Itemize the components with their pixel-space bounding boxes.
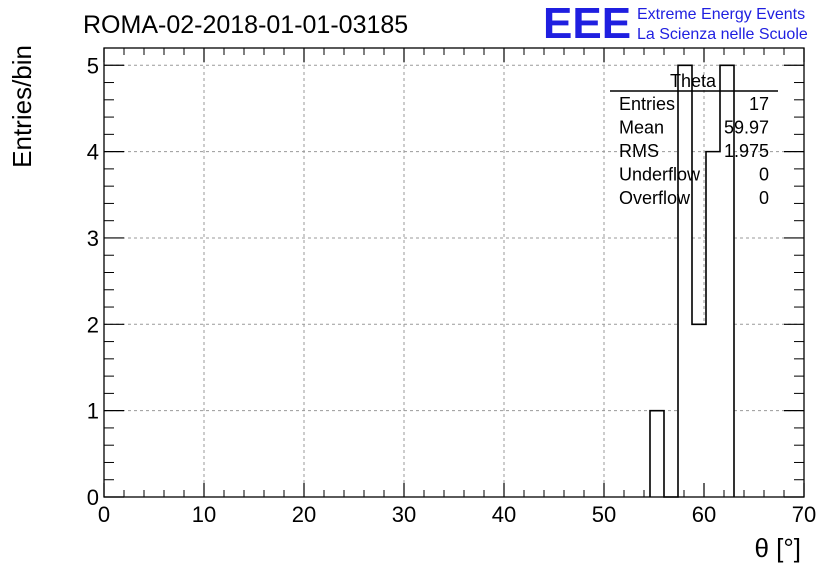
stats-row-label: RMS — [619, 141, 659, 161]
y-tick-label: 5 — [87, 53, 99, 78]
y-tick-label: 3 — [87, 226, 99, 251]
y-tick-label: 0 — [87, 485, 99, 510]
run-title: ROMA-02-2018-01-01-03185 — [83, 11, 408, 39]
eee-logo: EEE — [543, 0, 631, 48]
stats-box: Theta Entries 17 Mean 59.97 RMS 1.975 Underflo… — [610, 71, 778, 208]
x-tick-label: 60 — [692, 502, 716, 527]
stats-row-label: Overflow — [619, 188, 691, 208]
y-tick-label: 4 — [87, 140, 99, 165]
x-axis-label: θ [°] — [754, 533, 801, 563]
histogram-bar — [650, 410, 664, 497]
histogram-outline — [649, 64, 735, 498]
stats-row-value: 0 — [759, 165, 769, 185]
histogram-bars — [649, 64, 735, 498]
histogram-bar — [692, 324, 706, 497]
x-tick-label: 20 — [292, 502, 316, 527]
tick-labels: 0 10 20 30 40 50 60 70 0 1 2 3 4 5 — [87, 53, 816, 527]
histogram-bar — [678, 65, 692, 498]
y-tick-label: 2 — [87, 312, 99, 337]
y-axis-label: Entries/bin — [7, 45, 37, 168]
histogram-bar — [720, 65, 734, 498]
stats-row-value: 17 — [749, 94, 769, 114]
x-tick-label: 40 — [492, 502, 516, 527]
plot-frame — [103, 47, 805, 498]
y-tick-label: 1 — [87, 399, 99, 424]
axis-ticks — [103, 47, 805, 498]
x-tick-label: 30 — [392, 502, 416, 527]
x-tick-label: 50 — [592, 502, 616, 527]
stats-title: Theta — [670, 71, 717, 91]
stats-row-value: 0 — [759, 188, 769, 208]
stats-row-value: 59.97 — [724, 118, 769, 138]
x-tick-label: 0 — [98, 502, 110, 527]
stats-row-label: Entries — [619, 94, 675, 114]
stats-row-label: Underflow — [619, 165, 701, 185]
stats-row-value: 1.975 — [724, 141, 769, 161]
brand-line-1: Extreme Energy Events — [637, 6, 805, 23]
brand-line-2: La Scienza nelle Scuole — [637, 26, 808, 43]
x-tick-label: 10 — [192, 502, 216, 527]
stats-row-label: Mean — [619, 118, 664, 138]
x-tick-label: 70 — [792, 502, 816, 527]
histogram-bar — [706, 151, 720, 497]
